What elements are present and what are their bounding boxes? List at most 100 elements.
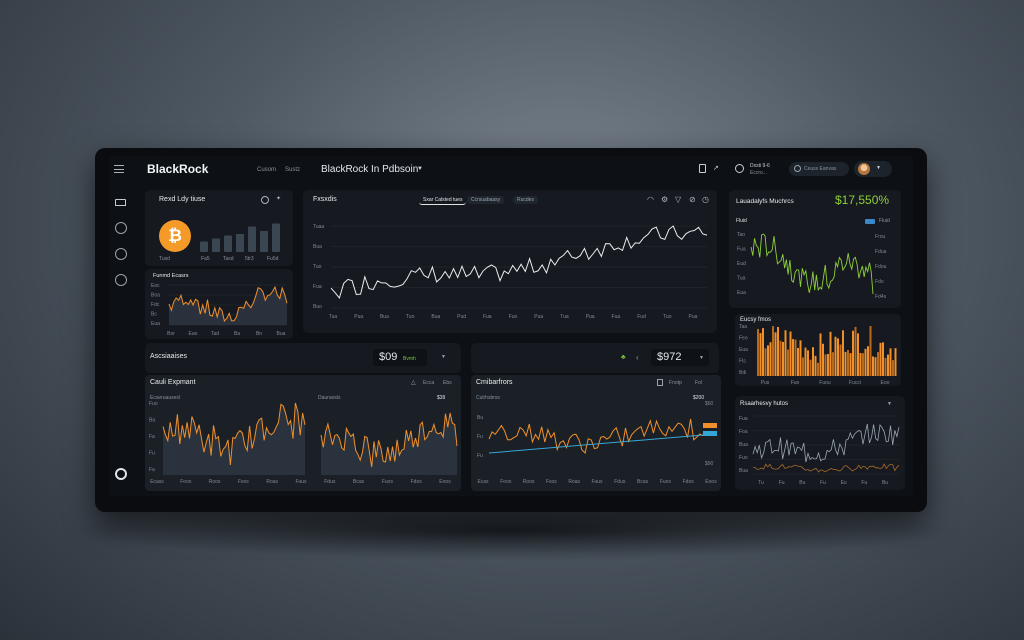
contrib-x-tick: Fdos <box>683 479 695 485</box>
rt-y-tick-right: Fd4s <box>875 294 887 300</box>
reserves-chevron-icon[interactable]: ▼ <box>887 401 892 407</box>
energy-bar <box>792 339 794 376</box>
chevron-down-icon[interactable]: ▼ <box>417 166 423 172</box>
energy-bar <box>802 357 804 376</box>
contributors-line-chart: Bu Fu Fu Ecas Foos Roos Fsos Roas Fuus Fdus Bcas Fu… <box>477 401 717 485</box>
tab-active[interactable]: Sxar Calsted tues <box>419 196 467 205</box>
contrib-y-tick: Fu <box>477 434 483 440</box>
tab-secondary[interactable]: Ccrsuabaasy <box>467 196 505 204</box>
cloud-x-tick: Foos <box>180 479 192 485</box>
document-icon[interactable] <box>699 164 706 173</box>
status-subtext: Eccro... <box>750 170 767 176</box>
rm-y-tick: Feo <box>739 336 748 342</box>
refresh-icon[interactable] <box>261 196 269 204</box>
chevron-left-icon[interactable]: ‹ <box>636 353 639 362</box>
liquidity-chip[interactable] <box>865 219 875 224</box>
cloud-x-tick: Roos <box>209 479 221 485</box>
portfolio-title[interactable]: BlackRock In Pdbsoin <box>321 164 419 175</box>
energy-bar <box>764 348 767 376</box>
rm-x-tick: Eoo <box>881 380 890 386</box>
contributors-action-1[interactable]: Fnotp <box>669 380 682 386</box>
rt-y-tick-right: Fdou <box>875 264 887 270</box>
cloud-y-tick: Fu <box>149 451 155 457</box>
energy-bar <box>854 326 857 376</box>
cloud-right-label: Dauraosls <box>318 395 341 401</box>
cloud-action-2[interactable]: Ebs <box>443 380 452 386</box>
rb-y-tick: Bua <box>739 468 748 474</box>
status-icon <box>735 164 744 173</box>
btc-bar <box>236 234 244 252</box>
btc-bar <box>200 241 208 252</box>
contributors-action-2[interactable]: Fol <box>695 380 702 386</box>
energy-bar <box>772 326 774 376</box>
rb-x-tick: Eu <box>841 480 847 486</box>
cloud-x-tick: Fdus <box>324 479 336 485</box>
rt-y-tick-right: Fdo <box>875 279 884 285</box>
main-y-tick: Bua <box>313 244 322 250</box>
clock-icon[interactable]: ◷ <box>702 195 709 204</box>
chat-icon[interactable] <box>115 248 127 260</box>
cloud-action-1[interactable]: Ecca <box>423 380 435 386</box>
avatar[interactable]: ▼ <box>854 161 892 177</box>
cloud-x-tick: Bcas <box>353 479 365 485</box>
energy-bar <box>894 348 897 376</box>
tab-tertiary[interactable]: Rucdes <box>513 196 538 204</box>
rm-x-tick: Fuou <box>819 380 831 386</box>
energy-bar <box>874 357 877 376</box>
energy-bar <box>849 353 852 376</box>
main-chart-title: Fxsxdis <box>313 196 337 203</box>
help-icon[interactable] <box>115 468 127 480</box>
bell-icon[interactable]: ◠ <box>647 195 654 204</box>
clock-icon[interactable] <box>115 274 127 286</box>
accounts-value-box[interactable]: $09 Bvmh <box>373 349 427 366</box>
wallet-icon[interactable] <box>115 222 127 234</box>
filter-icon[interactable]: ▽ <box>675 195 682 204</box>
accounts-chevron-icon[interactable]: ▼ <box>441 354 446 360</box>
app-logo[interactable]: BlackRock <box>147 162 209 176</box>
mini-line <box>168 285 288 323</box>
home-icon[interactable] <box>115 196 126 206</box>
funds-mini-chart: Eoc Boa Fdc Bc Eua Bor Eao Tad Ba Bn Bua <box>151 283 288 337</box>
contrib-y-tick: Bu <box>477 415 483 421</box>
nav-item-2[interactable]: Sustz <box>285 167 301 173</box>
share-icon[interactable]: ↗ <box>713 165 719 172</box>
energy-bar <box>852 330 854 376</box>
energy-bar <box>767 345 769 376</box>
total-value: $972 <box>657 351 682 363</box>
energy-bar <box>817 362 819 376</box>
settings-icon[interactable]: ⚙ <box>661 195 669 204</box>
main-x-tick: Pua <box>354 314 363 320</box>
main-line-chart: Tuaa Bua Tuo Fua Buo Tua Pua Bua Tuo Bua Pud Fua Fuo… <box>313 224 708 320</box>
contributors-doc-icon[interactable] <box>657 379 663 386</box>
contributors-panel: Cmibarfrors Fnotp Fol Culrhsbrss $200 Bu… <box>471 375 721 491</box>
energy-bar <box>812 347 814 376</box>
user-pill[interactable]: Ceuss Eanvas <box>789 162 849 176</box>
energy-bar <box>807 350 809 376</box>
btc-label-5: Fu5d <box>267 256 279 262</box>
rb-x-tick: Bu <box>799 480 805 486</box>
cloud-x-tick: Fsos <box>238 479 249 485</box>
rm-x-tick: Fuo <box>791 380 800 386</box>
pin-icon[interactable]: ✦ <box>276 196 282 202</box>
mini-x-tick: Ba <box>234 331 240 337</box>
main-x-tick: Fuo <box>509 314 518 320</box>
nav-item-1[interactable]: Cusom <box>257 167 277 173</box>
cloud-filter-icon[interactable]: △ <box>411 380 416 386</box>
rm-x-tick: Fucci <box>849 380 861 386</box>
total-value-box[interactable]: $972 ▼ <box>651 349 709 366</box>
contributors-left-label: Culrhsbrss <box>476 395 500 401</box>
btc-bar <box>212 238 220 252</box>
link-icon[interactable]: ⊘ <box>689 195 696 204</box>
total-row: ♣ ‹ $972 ▼ <box>471 343 719 373</box>
energy-bar <box>879 342 882 376</box>
energy-bar <box>809 359 812 376</box>
mini-x-tick: Eao <box>189 331 198 337</box>
cloud-left-label: Ecavruausesl <box>150 395 181 401</box>
rb-series-line <box>752 423 900 463</box>
liquidity-title: Lauadalyfs Muchrcs <box>736 198 794 205</box>
energy-bar <box>819 333 822 376</box>
cloud-x-tick: Fuos <box>382 479 394 485</box>
menu-icon[interactable] <box>114 165 124 173</box>
rt-y-tick: Fua <box>737 247 746 253</box>
bitcoin-icon: ₿ <box>159 220 191 252</box>
